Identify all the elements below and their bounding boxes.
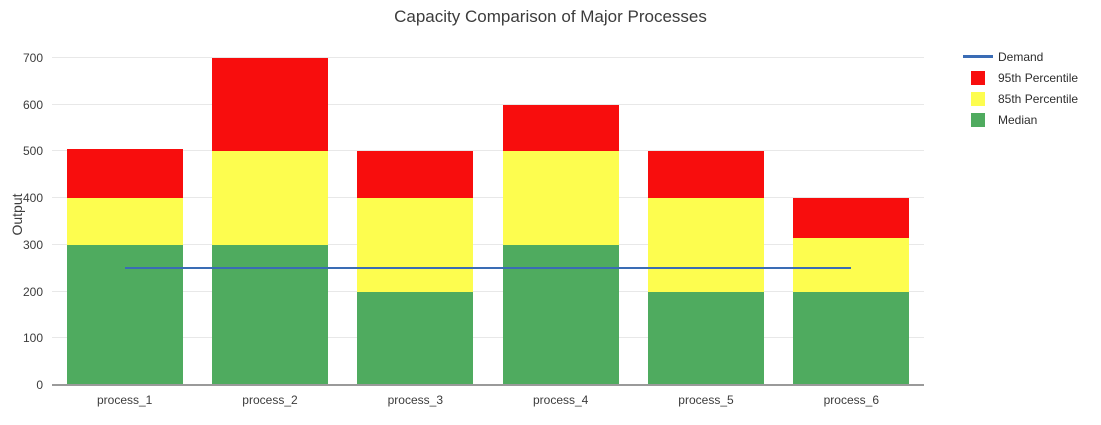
y-tick-label: 500: [22, 144, 43, 159]
legend-square-swatch: [963, 91, 993, 106]
bar-segment-85th-percentile[interactable]: [66, 198, 183, 245]
demand-line[interactable]: [124, 267, 852, 270]
gridline: [52, 150, 924, 152]
swatch-color: [971, 112, 985, 127]
legend-label: Demand: [998, 49, 1044, 64]
bar-group-process-2: [197, 44, 342, 385]
bar-segment-median[interactable]: [357, 291, 474, 385]
x-axis-line: [52, 384, 924, 386]
gridline: [52, 103, 924, 105]
bar-group-process-4: [488, 44, 633, 385]
x-tick-label: process_1: [96, 393, 153, 407]
bar-segment-median[interactable]: [793, 291, 910, 385]
legend-item-95th-percentile[interactable]: 95th Percentile: [963, 67, 1078, 88]
swatch-color: [971, 91, 985, 106]
bar-group-process-1: [52, 44, 197, 385]
gridline: [52, 243, 924, 245]
legend-item-median[interactable]: Median: [963, 109, 1078, 130]
x-tick-label: process_5: [678, 393, 734, 407]
legend-item-demand[interactable]: Demand: [963, 46, 1078, 67]
bar-segment-85th-percentile[interactable]: [793, 237, 910, 292]
gridline: [52, 197, 924, 199]
y-tick-label: 700: [22, 51, 43, 66]
legend-label: 95th Percentile: [998, 70, 1079, 85]
swatch-color: [971, 70, 985, 85]
swatch-color: [963, 55, 993, 58]
bar-group-process-5: [633, 44, 778, 385]
gridline: [52, 337, 924, 339]
bar-segment-median[interactable]: [647, 291, 765, 385]
y-tick-label: 200: [22, 284, 43, 299]
bar-segment-median[interactable]: [502, 244, 619, 385]
legend-square-swatch: [963, 70, 993, 85]
legend-line-swatch: [963, 50, 993, 64]
x-tick-label: process_4: [532, 393, 589, 407]
plot-area: 0 100 200 300 400 500 600 700 process_1 process_2…: [23, 44, 924, 407]
bar-segment-85th-percentile[interactable]: [502, 151, 619, 245]
x-tick-label: process_2: [242, 393, 298, 407]
bar-group-process-6: [779, 44, 924, 385]
legend-square-swatch: [963, 112, 993, 127]
x-tick-label: process_3: [387, 393, 443, 407]
bar-segment-95th-percentile[interactable]: [211, 58, 329, 152]
bar-segment-85th-percentile[interactable]: [647, 198, 765, 292]
bar-segment-median[interactable]: [211, 244, 329, 385]
y-tick-label: 300: [22, 237, 43, 252]
gridline: [52, 290, 924, 292]
bar-group-process-3: [343, 44, 488, 385]
bar-segment-85th-percentile[interactable]: [211, 151, 329, 245]
y-tick-label: 100: [22, 331, 43, 346]
legend-label: 85th Percentile: [998, 91, 1079, 106]
legend: Demand 95th Percentile 85th Percentile Medi…: [963, 46, 1078, 130]
bar-segment-95th-percentile[interactable]: [502, 104, 619, 152]
bar-segment-95th-percentile[interactable]: [647, 151, 765, 199]
gridline: [52, 57, 924, 59]
y-tick-label: 0: [36, 378, 43, 392]
x-tick-label: process_6: [823, 393, 879, 407]
bar-segment-95th-percentile[interactable]: [357, 151, 474, 199]
bar-segment-95th-percentile[interactable]: [66, 149, 183, 199]
bar-segment-median[interactable]: [66, 244, 183, 385]
legend-item-85th-percentile[interactable]: 85th Percentile: [963, 88, 1078, 109]
bar-segment-95th-percentile[interactable]: [793, 198, 910, 238]
chart-title: Capacity Comparison of Major Processes: [394, 7, 707, 26]
y-tick-label: 600: [22, 97, 43, 112]
y-tick-label: 400: [22, 191, 43, 206]
bar-segment-85th-percentile[interactable]: [357, 198, 474, 292]
legend-label: Median: [998, 112, 1038, 127]
